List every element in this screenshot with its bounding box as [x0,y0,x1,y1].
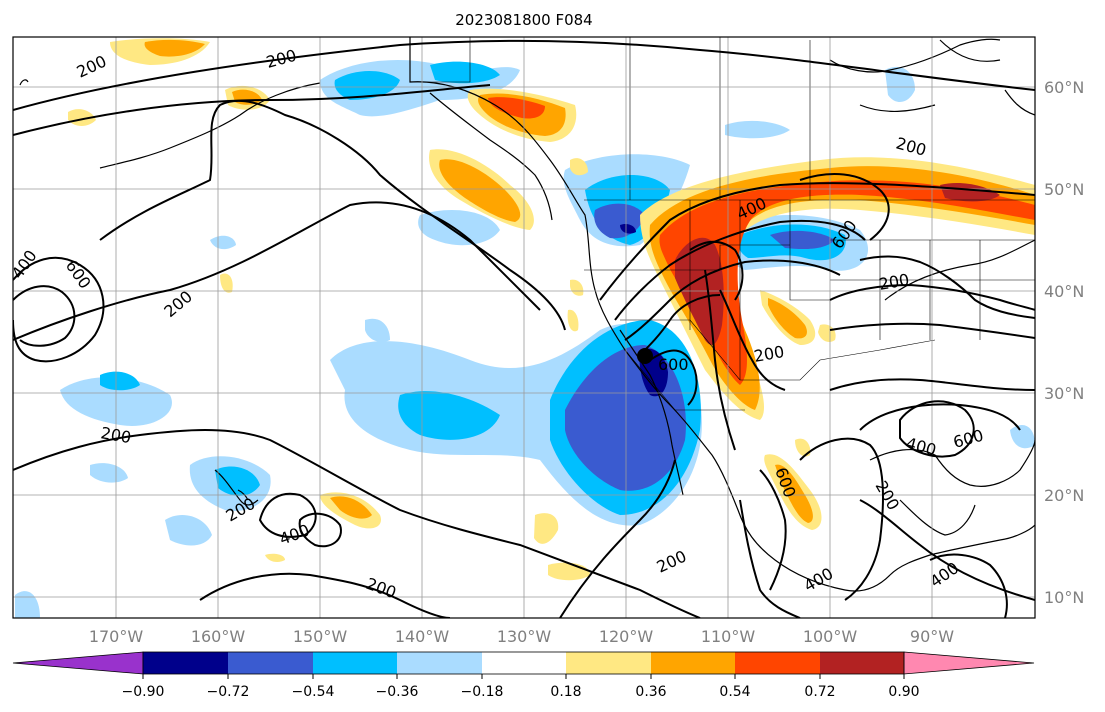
colorbar-frame [142,651,905,675]
lat-tick-label: 50°N [1044,180,1084,199]
latitude-tick-labels: 60°N 50°N 40°N 30°N 20°N 10°N [1044,78,1084,607]
colorbar-segment [397,652,482,674]
lon-tick-label: 110°W [701,627,756,646]
lon-tick-label: 140°W [395,627,450,646]
lat-tick-label: 30°N [1044,384,1084,403]
gridlines [13,37,1035,618]
colorbar-segment [566,652,651,674]
colorbar-segment [143,652,228,674]
colorbar-tick-label: 0.54 [719,684,750,700]
lon-tick-label: 100°W [803,627,858,646]
lat-tick-label: 20°N [1044,486,1084,505]
colorbar-extend-low [12,651,144,675]
lon-tick-label: 170°W [89,627,144,646]
colorbar-tick-label: −0.72 [207,684,250,700]
colorbar-tick-label: 0.36 [635,684,666,700]
colorbar-segment [482,652,566,674]
colorbar-tick-label: 0.72 [804,684,835,700]
figure-title: 2023081800 F084 [455,11,592,29]
colorbar: −0.90 −0.72 −0.54 −0.36 −0.18 0.18 0.36 … [12,651,1035,700]
colorbar-tick-label: −0.36 [376,684,419,700]
lon-tick-label: 120°W [599,627,654,646]
colorbar-segment [651,652,735,674]
colorbar-segment [313,652,397,674]
positive-anomaly-shading-3 [488,97,1035,385]
colorbar-extend-high [903,651,1035,675]
lon-tick-label: 130°W [497,627,552,646]
colorbar-segment [735,652,820,674]
storm-center-marker [637,348,653,364]
colorbar-tick-label: −0.90 [122,684,165,700]
contour-label: 600 [658,355,689,374]
map-layers: 200 200 200 200 200 200 200 200 200 400 … [13,37,1035,618]
colorbar-tick-label: 0.90 [888,684,919,700]
colorbar-tick-label: −0.54 [292,684,335,700]
contour-lines [13,39,1035,618]
coastlines [19,37,1035,592]
lat-tick-label: 10°N [1044,588,1084,607]
colorbar-tick-label: 0.18 [550,684,581,700]
colorbar-tick-label: −0.18 [461,684,504,700]
lat-tick-label: 60°N [1044,78,1084,97]
map-frame [12,36,1036,619]
colorbar-segment [228,652,313,674]
longitude-tick-labels: 170°W 160°W 150°W 140°W 130°W 120°W 110°… [89,627,954,646]
lon-tick-label: 90°W [910,627,954,646]
colorbar-segment [820,652,904,674]
lat-tick-label: 40°N [1044,282,1084,301]
lon-tick-label: 160°W [191,627,246,646]
lon-tick-label: 150°W [293,627,348,646]
